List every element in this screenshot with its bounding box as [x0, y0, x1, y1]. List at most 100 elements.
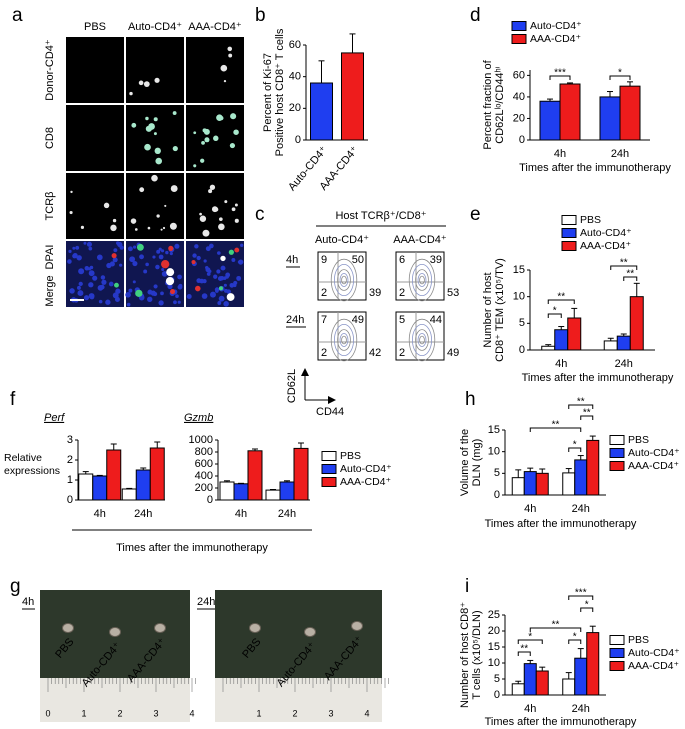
- significance-label: **: [620, 258, 628, 269]
- nucleus: [112, 292, 119, 299]
- nucleus: [75, 245, 80, 250]
- nucleus: [175, 294, 179, 298]
- bar: [535, 472, 549, 496]
- x-tick-label: 4h: [554, 148, 566, 160]
- cell: [216, 114, 223, 122]
- significance-bracket: [623, 276, 638, 281]
- legend-swatch: [609, 435, 625, 445]
- significance-bracket: [609, 75, 631, 80]
- ruler: [215, 678, 382, 722]
- y-label: Positive host CD8⁺ T cells: [274, 28, 286, 156]
- cell: [134, 228, 138, 231]
- cell: [213, 135, 219, 141]
- significance-bracket: [568, 639, 582, 644]
- nucleus: [105, 299, 111, 305]
- cell: [161, 260, 170, 269]
- cell: [154, 77, 160, 83]
- quadrant-value: 49: [352, 314, 364, 326]
- cell: [204, 137, 210, 143]
- cell: [160, 228, 163, 231]
- x-tick-label: 4h: [235, 508, 247, 520]
- column-header: PBS: [84, 21, 106, 33]
- bar: [574, 459, 588, 496]
- cell: [227, 46, 233, 52]
- cell: [200, 158, 205, 163]
- panel-letter: c: [255, 204, 265, 225]
- micrograph-tile: [126, 37, 184, 103]
- nucleus: [161, 267, 165, 272]
- nucleus: [72, 253, 78, 259]
- nucleus: [139, 254, 144, 260]
- y-label: Percent fraction of: [482, 59, 494, 149]
- nucleus: [119, 263, 123, 267]
- nucleus: [177, 274, 182, 280]
- cell: [112, 218, 117, 223]
- quadrant-value: 50: [352, 254, 364, 266]
- flow-plot: [395, 311, 445, 361]
- contour: [330, 318, 358, 362]
- y-label: Relative: [4, 452, 42, 464]
- nucleus: [223, 283, 227, 287]
- nucleus: [109, 261, 115, 267]
- cell: [169, 222, 177, 230]
- y-tick-label: 20: [488, 625, 500, 637]
- panel-letter: b: [255, 5, 266, 26]
- nucleus: [240, 243, 244, 247]
- significance-bracket: [568, 447, 582, 452]
- cell: [130, 218, 137, 224]
- contour: [333, 263, 354, 296]
- bar: [511, 683, 525, 696]
- bar: [92, 475, 108, 501]
- nucleus: [83, 241, 87, 245]
- nucleus: [108, 281, 114, 287]
- quadrant-value: 2: [399, 347, 405, 359]
- nucleus: [192, 253, 197, 258]
- panel-letter: i: [465, 576, 469, 597]
- legend-swatch: [321, 451, 337, 461]
- nucleus: [115, 288, 121, 294]
- legend-label: AAA-CD4⁺: [530, 33, 582, 45]
- cell: [172, 145, 178, 152]
- cell: [193, 164, 197, 168]
- lymph-node: [154, 623, 166, 633]
- y-tick-label: 10: [513, 291, 525, 303]
- x-tick-label: 4h: [524, 503, 536, 515]
- bar: [265, 489, 281, 501]
- nucleus: [158, 247, 162, 251]
- ruler-number: 1: [256, 708, 261, 718]
- y-tick-label: 5: [519, 317, 525, 329]
- contour: [408, 318, 436, 362]
- photo-label: 4h: [22, 596, 34, 608]
- legend-swatch: [609, 448, 625, 458]
- contour: [341, 335, 347, 345]
- legend-swatch: [561, 228, 577, 238]
- bar: [629, 296, 644, 351]
- column-header: Auto-CD4⁺: [128, 21, 182, 33]
- significance-label: **: [557, 292, 565, 303]
- cell: [220, 255, 226, 262]
- y-label: Number of host: [482, 272, 494, 347]
- significance-bracket: [580, 607, 594, 612]
- row-label: Merge: [44, 275, 56, 306]
- cell: [199, 215, 207, 222]
- quadrant-value: 39: [369, 287, 381, 299]
- legend-swatch: [511, 21, 527, 31]
- nucleus: [196, 278, 202, 284]
- y-tick-label: 20: [289, 102, 301, 114]
- bar: [523, 471, 537, 496]
- quadrant-value: 2: [321, 347, 327, 359]
- bar: [586, 632, 600, 696]
- x-label: Times after the immunotherapy: [116, 542, 268, 554]
- y-label: CD62Lˡᵒ/CD44ʰⁱ: [494, 66, 506, 144]
- y-tick-label: 0: [207, 494, 213, 506]
- micrograph-tile: [186, 173, 244, 239]
- cell: [193, 131, 197, 135]
- bar: [523, 663, 537, 696]
- legend-swatch: [321, 464, 337, 474]
- bar: [293, 447, 309, 501]
- legend-label: Auto-CD4⁺: [580, 227, 632, 239]
- y-tick-label: 600: [195, 458, 213, 470]
- bar: [535, 670, 549, 696]
- x-label: Times after the immunotherapy: [485, 716, 637, 728]
- cell: [136, 243, 144, 251]
